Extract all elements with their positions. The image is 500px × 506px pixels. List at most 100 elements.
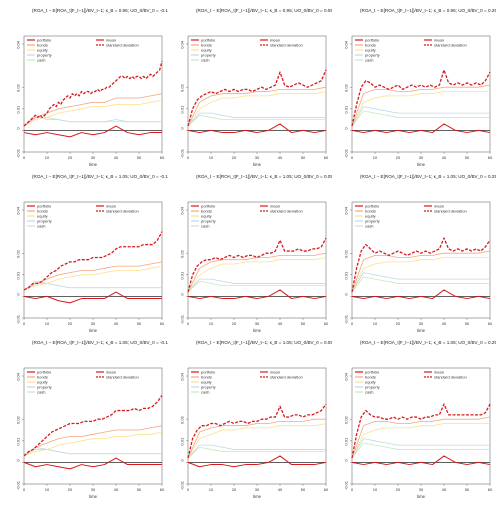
- chart-panel: (ROA_t − E[ROA_t|F_t−1])/BV_t−1; κ_B = 1…: [336, 170, 498, 340]
- x-axis-label: time: [253, 328, 262, 333]
- legend-label: standard deviation: [434, 209, 467, 214]
- series-line-portfolio: [23, 457, 162, 470]
- y-tick-label: 0.02: [16, 83, 21, 92]
- y-tick-label: -0.01: [180, 314, 185, 324]
- x-tick-label: 40: [442, 487, 447, 492]
- series-line-standard-deviation: [23, 231, 163, 291]
- series-line-bonds: [187, 86, 327, 127]
- series-line-portfolio: [351, 455, 491, 466]
- legend-label: cash: [37, 58, 45, 63]
- x-axis-label: time: [89, 494, 98, 499]
- y-tick-label: 0.01: [180, 271, 185, 280]
- x-tick-label: 20: [396, 487, 401, 492]
- series-line-cash: [187, 114, 326, 127]
- series-line-equity: [351, 91, 490, 127]
- series-line-equity: [23, 99, 163, 127]
- series-line-equity: [187, 91, 327, 127]
- x-tick-label: 50: [301, 487, 306, 492]
- x-tick-label: 60: [488, 155, 493, 160]
- y-tick-label: 0: [16, 459, 21, 462]
- chart-panel: (ROA_t − E[ROA_t|F_t−1])/BV_t−1; κ_B = 1…: [172, 336, 334, 506]
- chart-panel: (ROA_t − E[ROA_t|F_t−1])/BV_t−1; κ_B = 0…: [8, 4, 171, 174]
- x-tick-label: 30: [255, 321, 260, 326]
- y-tick-label: 0.02: [180, 415, 185, 424]
- legend-label: property: [37, 219, 52, 224]
- x-tick-label: 60: [488, 321, 493, 326]
- chart-svg: (ROA_t − E[ROA_t|F_t−1])/BV_t−1; κ_B = 1…: [16, 174, 171, 333]
- x-tick-label: 10: [373, 321, 378, 326]
- legend-label: bonds: [365, 209, 376, 214]
- y-tick-label: -0.01: [344, 148, 349, 158]
- legend-label: equity: [365, 48, 376, 53]
- series-line-portfolio: [351, 289, 491, 300]
- y-tick-label: 0.04: [180, 40, 185, 49]
- legend-label: bonds: [365, 375, 376, 380]
- series-line-equity: [23, 431, 163, 457]
- x-tick-label: 10: [45, 487, 50, 492]
- y-tick-label: 0: [344, 293, 349, 296]
- x-tick-label: 0: [351, 487, 354, 492]
- legend-label: portfolio: [37, 38, 52, 43]
- legend-label: bonds: [201, 43, 212, 48]
- legend-label: cash: [365, 224, 373, 229]
- legend-label: standard deviation: [106, 209, 139, 214]
- chart-svg: (ROA_t − E[ROA_t|F_t−1])/BV_t−1; κ_B = 1…: [344, 174, 498, 333]
- chart-title: (ROA_t − E[ROA_t|F_t−1])/BV_t−1; κ_B = 1…: [360, 174, 496, 179]
- chart-svg: (ROA_t − E[ROA_t|F_t−1])/BV_t−1; κ_B = 1…: [16, 340, 171, 499]
- y-tick-label: 0.04: [16, 40, 21, 49]
- x-tick-label: 0: [187, 321, 190, 326]
- y-tick-label: -0.01: [180, 480, 185, 490]
- x-tick-label: 40: [442, 155, 447, 160]
- y-tick-label: 0.02: [344, 83, 349, 92]
- x-tick-label: 40: [278, 321, 283, 326]
- series-line-cash: [351, 276, 490, 293]
- series-line-bonds: [351, 416, 491, 459]
- legend-label: property: [201, 219, 216, 224]
- x-tick-label: 20: [232, 321, 237, 326]
- legend-label: portfolio: [201, 370, 216, 375]
- legend-label: standard deviation: [270, 209, 303, 214]
- x-tick-label: 0: [23, 487, 26, 492]
- x-tick-label: 20: [232, 487, 237, 492]
- x-tick-label: 0: [187, 155, 190, 160]
- series-line-bonds: [23, 425, 163, 457]
- series-line-standard-deviation: [187, 403, 327, 459]
- x-tick-label: 0: [187, 487, 190, 492]
- series-line-property: [351, 438, 490, 459]
- legend-label: standard deviation: [270, 375, 303, 380]
- y-tick-label: 0.01: [344, 271, 349, 280]
- chart-svg: (ROA_t − E[ROA_t|F_t−1])/BV_t−1; κ_B = 0…: [344, 8, 498, 167]
- y-tick-label: 0: [16, 127, 21, 130]
- x-tick-label: 50: [301, 155, 306, 160]
- y-tick-label: 0.04: [344, 372, 349, 381]
- x-tick-label: 10: [209, 321, 214, 326]
- series-line-cash: [187, 280, 326, 293]
- x-tick-label: 30: [255, 487, 260, 492]
- series-line-property: [23, 280, 162, 291]
- chart-title: (ROA_t − E[ROA_t|F_t−1])/BV_t−1; κ_B = 0…: [32, 8, 168, 13]
- chart-panel: (ROA_t − E[ROA_t|F_t−1])/BV_t−1; κ_B = 1…: [8, 170, 171, 340]
- series-line-portfolio: [187, 289, 327, 300]
- series-line-cash: [23, 283, 162, 291]
- series-line-equity: [23, 265, 163, 291]
- y-tick-label: 0: [344, 459, 349, 462]
- x-tick-label: 0: [351, 155, 354, 160]
- chart-title: (ROA_t − E[ROA_t|F_t−1])/BV_t−1; κ_B = 1…: [32, 174, 168, 179]
- legend-label: bonds: [201, 209, 212, 214]
- y-tick-label: 0: [180, 293, 185, 296]
- y-tick-label: 0.02: [180, 249, 185, 258]
- legend-label: bonds: [365, 43, 376, 48]
- x-axis-label: time: [417, 162, 426, 167]
- x-tick-label: 30: [419, 487, 424, 492]
- legend-label: portfolio: [201, 38, 216, 43]
- legend-label: mean: [106, 38, 116, 43]
- legend-label: property: [201, 53, 216, 58]
- y-tick-label: 0: [180, 459, 185, 462]
- y-tick-label: 0.04: [16, 206, 21, 215]
- x-tick-label: 0: [351, 321, 354, 326]
- x-tick-label: 50: [137, 155, 142, 160]
- y-tick-label: -0.01: [16, 480, 21, 490]
- legend-label: mean: [106, 370, 116, 375]
- legend-label: standard deviation: [434, 375, 467, 380]
